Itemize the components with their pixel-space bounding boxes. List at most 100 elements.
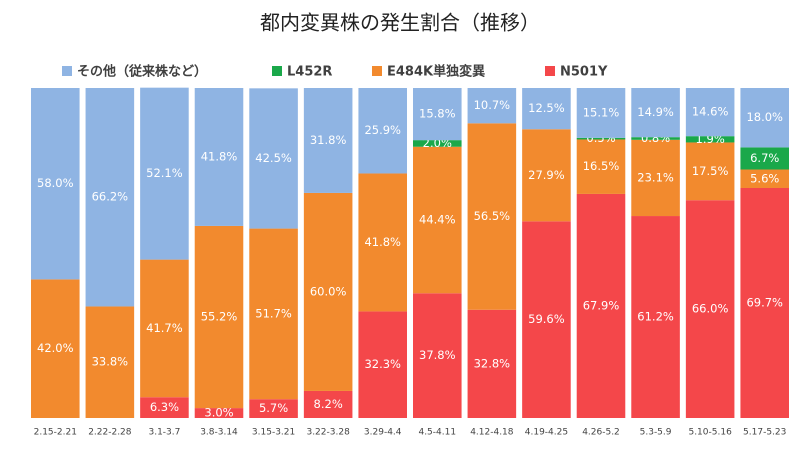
data-label: 44.4% <box>419 213 456 227</box>
x-tick-label: 3.15-3.21 <box>252 428 295 438</box>
bar-segment <box>631 137 680 140</box>
legend-swatch <box>545 66 555 76</box>
data-label: 15.1% <box>583 105 620 119</box>
bar-segment <box>740 88 789 148</box>
bar-segment <box>194 88 244 226</box>
bar-segment <box>740 147 789 170</box>
bar-segment <box>413 146 462 294</box>
legend-swatch <box>372 66 382 76</box>
bar-segment <box>194 408 244 418</box>
data-label: 10.7% <box>474 98 511 112</box>
data-label: 66.2% <box>92 190 129 204</box>
data-label: 8.2% <box>314 397 343 411</box>
bar-segment <box>140 397 189 418</box>
bar-segment <box>576 88 626 138</box>
x-tick-label: 3.8-3.14 <box>200 428 238 438</box>
data-label: 33.8% <box>92 355 129 369</box>
data-label: 14.6% <box>692 105 729 119</box>
data-label: 56.5% <box>474 209 511 223</box>
bar-segment <box>358 173 407 312</box>
bar-segment <box>85 88 135 307</box>
bar-segment <box>140 259 189 398</box>
data-label: 32.3% <box>364 357 401 371</box>
data-label: 5.7% <box>259 401 288 415</box>
legend-label: E484K単独変異 <box>387 64 485 80</box>
bar-segment <box>358 311 407 418</box>
bar-segment <box>576 193 626 418</box>
data-label: 18.0% <box>746 110 783 124</box>
data-label: 27.9% <box>528 168 565 182</box>
chart-title: 都内変異株の発生割合（推移） <box>260 11 540 35</box>
bar-segment <box>31 279 80 418</box>
data-label: 67.9% <box>583 298 620 312</box>
data-label: 60.0% <box>310 284 347 298</box>
bar-segment <box>194 225 244 409</box>
data-label: 52.1% <box>146 166 183 180</box>
data-label: 41.7% <box>146 321 183 335</box>
data-label: 6.7% <box>750 151 779 165</box>
x-tick-label: 5.17-5.23 <box>743 428 786 438</box>
data-label: 12.5% <box>528 101 565 115</box>
bar-segment <box>31 88 80 280</box>
x-tick-label: 2.22-2.28 <box>88 428 132 438</box>
x-tick-label: 3.22-3.28 <box>306 428 350 438</box>
bar-segment <box>740 169 789 188</box>
data-label: 17.5% <box>692 164 729 178</box>
bar-segment <box>685 142 735 201</box>
bar-segment <box>303 88 353 193</box>
bar-segment <box>685 200 735 418</box>
bar-segment <box>303 390 353 418</box>
data-label: 16.5% <box>583 159 620 173</box>
bar-segment <box>467 88 517 124</box>
legend-swatch <box>62 66 72 76</box>
bar-segment <box>413 88 462 141</box>
data-label: 14.9% <box>637 105 674 119</box>
bar-segment <box>576 139 626 194</box>
data-label: 41.8% <box>364 235 401 249</box>
bar-segment <box>249 228 298 400</box>
bar-segment <box>85 306 135 418</box>
bar-segment <box>522 88 571 130</box>
data-label: 32.8% <box>474 356 511 370</box>
data-label: 61.2% <box>637 310 674 324</box>
data-label: 25.9% <box>364 123 401 137</box>
bar-segment <box>140 87 189 260</box>
bar-segment <box>249 88 298 229</box>
legend-swatch <box>272 66 282 76</box>
bar-segment <box>358 88 407 174</box>
data-label: 59.6% <box>528 312 565 326</box>
data-label: 55.2% <box>201 310 238 324</box>
legend-label: L452R <box>287 65 332 80</box>
data-label: 6.3% <box>150 400 179 414</box>
x-tick-label: 3.29-4.4 <box>364 428 402 438</box>
bar-segment <box>740 187 789 418</box>
data-label: 51.7% <box>255 306 292 320</box>
data-label: 58.0% <box>37 176 74 190</box>
bar-segment <box>249 399 298 418</box>
data-label: 31.8% <box>310 133 347 147</box>
x-tick-label: 4.26-5.2 <box>582 428 620 438</box>
data-label: 42.0% <box>37 341 74 355</box>
data-label: 5.6% <box>750 171 779 185</box>
x-tick-label: 5.10-5.16 <box>688 428 732 438</box>
x-tick-label: 3.1-3.7 <box>148 428 180 438</box>
bar-segment <box>467 309 517 418</box>
bar-segment <box>685 88 735 137</box>
bar-segment <box>413 140 462 147</box>
bar-segment <box>631 88 680 138</box>
data-label: 37.8% <box>419 348 456 362</box>
bar-segment <box>303 192 353 391</box>
data-label: 66.0% <box>692 302 729 316</box>
data-label: 41.8% <box>201 149 238 163</box>
legend-label: N501Y <box>560 65 608 80</box>
bar-segment <box>522 129 571 222</box>
x-tick-label: 2.15-2.21 <box>34 428 77 438</box>
bar-segment <box>413 293 462 418</box>
data-label: 69.7% <box>746 295 783 309</box>
bar-segment <box>467 123 517 310</box>
bar-segment <box>685 136 735 143</box>
data-label: 42.5% <box>255 151 292 165</box>
bar-segment <box>631 216 680 418</box>
x-tick-label: 4.5-4.11 <box>418 428 456 438</box>
